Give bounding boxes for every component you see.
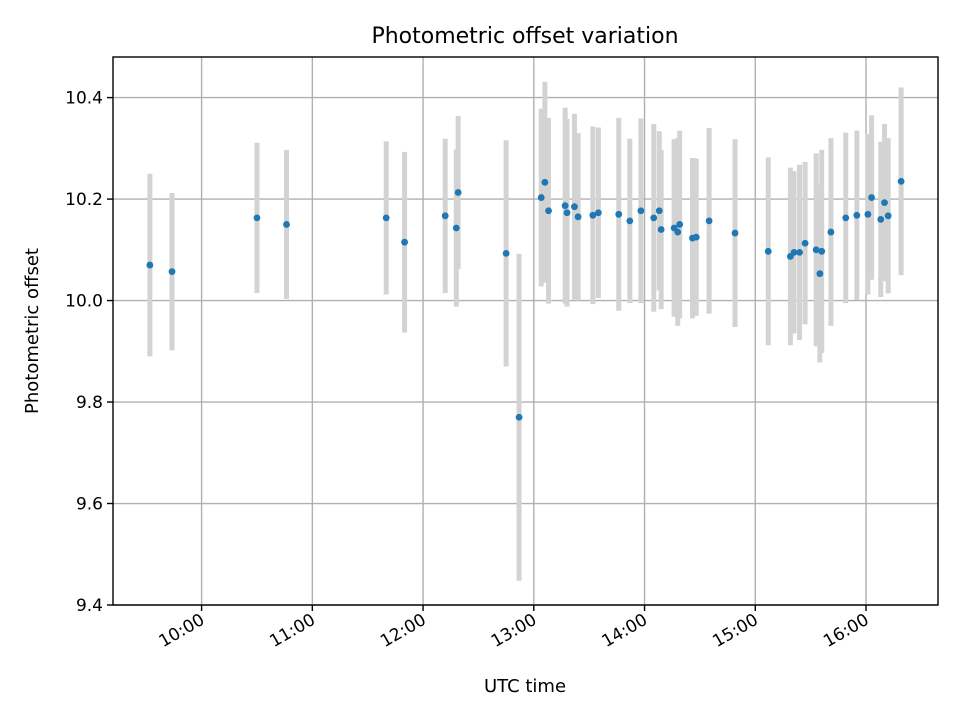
data-point — [764, 247, 772, 255]
data-point — [615, 210, 623, 218]
data-point — [574, 213, 582, 221]
x-tick-label: 14:00 — [599, 610, 651, 652]
data-point — [650, 214, 658, 222]
chart-title: Photometric offset variation — [371, 24, 678, 49]
data-point — [594, 209, 602, 217]
data-point — [537, 194, 545, 201]
data-point — [705, 217, 713, 225]
x-tick-label: 13:00 — [488, 610, 540, 652]
y-tick-label: 9.4 — [76, 596, 103, 616]
x-tick-label: 11:00 — [266, 610, 318, 652]
data-point — [571, 203, 578, 211]
data-point — [864, 210, 872, 218]
data-point — [637, 207, 645, 215]
data-point — [655, 207, 663, 215]
data-point — [801, 239, 809, 247]
data-point — [563, 209, 571, 217]
data-point — [881, 199, 888, 207]
data-point — [827, 228, 835, 236]
data-point — [692, 233, 700, 241]
axis-ticks: 10:00 11:00 12:00 13:00 14:00 15:00 16:00 9.4 9.… — [65, 89, 872, 652]
y-tick-label: 10.0 — [65, 292, 103, 312]
data-point — [441, 212, 449, 220]
data-point — [868, 194, 875, 201]
data-point — [589, 211, 597, 219]
data-point — [816, 270, 824, 278]
data-point — [146, 261, 154, 269]
data-point — [674, 228, 682, 236]
data-point — [877, 215, 885, 223]
data-point — [818, 247, 826, 255]
data-point — [382, 214, 390, 222]
y-tick-label: 10.4 — [65, 89, 103, 109]
data-point — [515, 413, 523, 421]
y-axis-label: Photometric offset — [22, 248, 43, 414]
data-point — [884, 212, 892, 220]
data-point — [561, 202, 569, 210]
x-axis-label: UTC time — [484, 676, 566, 697]
data-point — [502, 249, 510, 257]
y-tick-label: 9.6 — [76, 495, 103, 515]
data-points — [146, 177, 905, 421]
data-point — [897, 177, 905, 185]
data-point — [853, 211, 861, 219]
data-point — [790, 248, 798, 256]
x-tick-label: 15:00 — [709, 610, 761, 652]
plot-frame — [112, 56, 939, 606]
error-bars — [147, 81, 904, 581]
y-tick-label: 9.8 — [76, 393, 103, 413]
y-tick-label: 10.2 — [65, 190, 103, 210]
x-tick-label: 12:00 — [377, 610, 429, 652]
data-point — [541, 178, 549, 186]
grid-lines — [113, 57, 938, 606]
data-point — [401, 238, 408, 246]
data-point — [626, 217, 634, 225]
data-point — [842, 214, 850, 222]
data-point — [796, 248, 803, 256]
x-tick-label: 10:00 — [156, 610, 208, 652]
data-point — [731, 229, 739, 237]
data-point — [545, 207, 552, 215]
data-point — [657, 226, 665, 233]
data-point — [454, 189, 462, 196]
data-point — [253, 214, 261, 222]
data-point — [168, 268, 176, 276]
data-point — [676, 221, 684, 228]
data-point — [812, 246, 820, 254]
data-point — [452, 224, 460, 232]
x-tick-label: 16:00 — [820, 610, 872, 652]
data-point — [283, 221, 290, 228]
